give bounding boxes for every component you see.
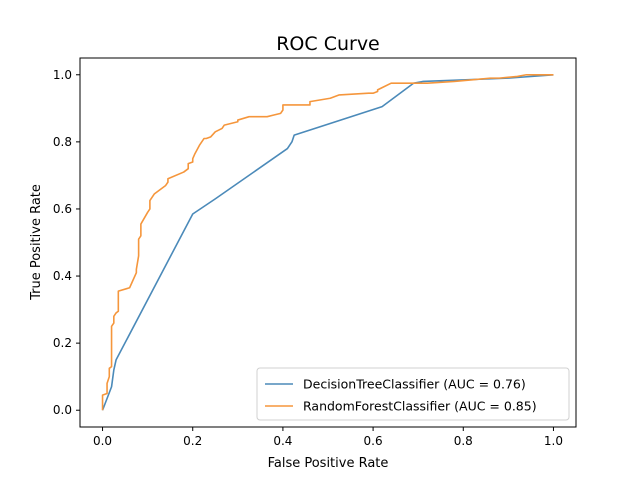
x-tick-label: 0.6 <box>364 434 383 448</box>
x-axis-label: False Positive Rate <box>268 456 389 471</box>
legend: DecisionTreeClassifier (AUC = 0.76) Rando… <box>256 367 570 421</box>
series-line-1 <box>101 73 554 411</box>
x-tick-label: 1.0 <box>544 434 563 448</box>
y-tick-label: 0.8 <box>53 135 72 149</box>
y-tick-label: 1.0 <box>53 68 72 82</box>
x-tick-label: 0.0 <box>93 434 112 448</box>
x-tick-label: 0.8 <box>454 434 473 448</box>
x-tick-label: 0.4 <box>273 434 292 448</box>
axes-frame <box>79 57 577 428</box>
legend-box <box>256 367 570 421</box>
y-tick-label: 0.4 <box>53 269 72 283</box>
y-axis-label: True Positive Rate <box>29 184 44 301</box>
y-tick-label: 0.6 <box>53 202 72 216</box>
series-line-0 <box>101 73 554 411</box>
y-tick-label: 0.0 <box>53 403 72 417</box>
chart-title: ROC Curve <box>276 33 380 55</box>
y-tick-label: 0.2 <box>53 336 72 350</box>
x-tick-label: 0.2 <box>183 434 202 448</box>
legend-label-0: DecisionTreeClassifier (AUC = 0.76) <box>303 377 526 392</box>
plot-area: 0.0 0.2 0.4 0.6 0.8 1.0 0.0 0.2 0.4 0.6 0.8 1.0 <box>53 57 577 448</box>
legend-label-1: RandomForestClassifier (AUC = 0.85) <box>303 399 537 414</box>
